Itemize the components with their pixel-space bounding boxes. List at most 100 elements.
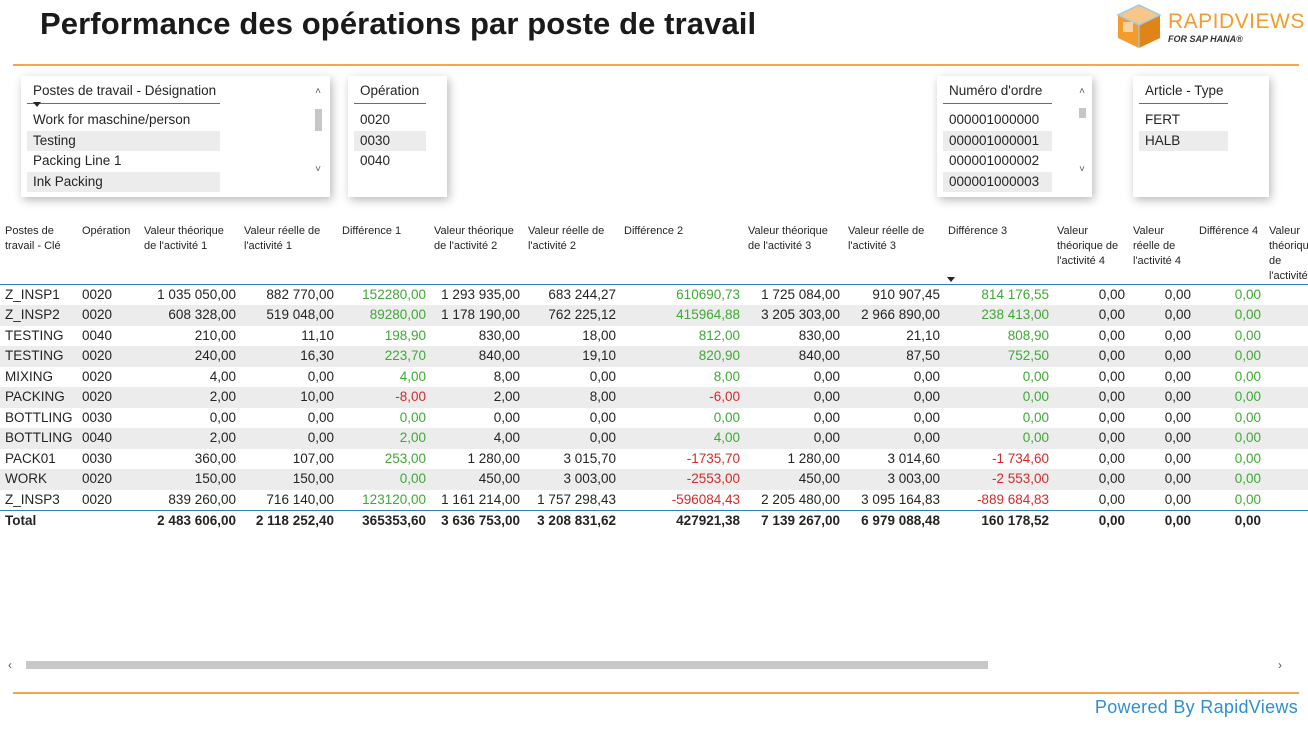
table-row[interactable]: TESTING 0020 240,00 16,30 223,70 840,00 19,10 8…	[0, 346, 1308, 367]
slicer-order-item[interactable]: 000001000001	[943, 131, 1052, 151]
table-cell: 839 260,00	[139, 489, 239, 511]
table-cell: 0,00	[1194, 346, 1264, 367]
vertical-scrollbar-thumb[interactable]	[1079, 108, 1086, 118]
table-row[interactable]: Z_INSP3 0020 839 260,00 716 140,00 123120,00…	[0, 489, 1308, 511]
table-cell: -2553,00	[619, 469, 743, 490]
table-cell: 0020	[77, 346, 139, 367]
table-cell: 210,00	[194, 327, 236, 343]
table-cell: 198,90	[384, 327, 426, 343]
table-cell: 0,00	[1098, 368, 1125, 384]
table-cell: 0,00	[1052, 305, 1128, 326]
column-header[interactable]: Valeur théorique de l'activité 1	[139, 218, 239, 285]
table-cell: 0,00	[589, 409, 616, 425]
table-cell: 4,00	[429, 428, 523, 449]
table-cell: 223,70	[337, 346, 429, 367]
slicer-operation[interactable]: Opération 0020 0030 0040	[348, 76, 447, 197]
scroll-left-icon[interactable]: ‹	[8, 658, 12, 672]
table-row[interactable]: PACK01 0030 360,00 107,00 253,00 1 280,00 3 01…	[0, 449, 1308, 470]
column-header[interactable]: Différence 1	[337, 218, 429, 285]
horizontal-scrollbar-thumb[interactable]	[26, 661, 988, 669]
column-header[interactable]: Valeur théorique de l'activité 2	[429, 218, 523, 285]
table-cell: 519 048,00	[239, 305, 337, 326]
column-header[interactable]: Postes de travail - Clé	[0, 218, 77, 285]
table-cell	[77, 510, 139, 531]
column-header[interactable]: Valeur réelle de l'activité 2	[523, 218, 619, 285]
table-cell: MIXING	[5, 368, 54, 384]
table-cell: 18,00	[582, 327, 616, 343]
scroll-up-icon[interactable]: ˄	[1079, 86, 1085, 97]
table-cell: WORK	[0, 469, 77, 490]
page-title: Performance des opérations par poste de …	[40, 6, 757, 41]
table-cell: 1 035 050,00	[157, 287, 236, 302]
column-header[interactable]: Valeur réelle de l'activité 3	[843, 218, 943, 285]
table-cell: Z_INSP3	[0, 489, 77, 511]
scroll-up-icon[interactable]: ˄	[315, 86, 321, 97]
column-header[interactable]: Valeur théorique de l'activité 4	[1052, 218, 1128, 285]
slicer-workcenter-item[interactable]: Packing Line 1	[33, 153, 122, 168]
slicer-article-item[interactable]: HALB	[1139, 131, 1228, 151]
table-cell: -1735,70	[686, 450, 740, 466]
slicer-workcenter-item[interactable]: Testing	[27, 131, 220, 151]
horizontal-scrollbar[interactable]: ‹ ›	[0, 658, 1308, 672]
scroll-down-icon[interactable]: ˅	[315, 164, 321, 175]
table-cell: 4,00	[619, 428, 743, 449]
table-cell: 0,00	[1128, 489, 1194, 511]
slicer-workcenter-item[interactable]: Work for maschine/person	[33, 112, 191, 127]
vertical-scrollbar-thumb[interactable]	[315, 109, 322, 131]
table-row[interactable]: Z_INSP2 0020 608 328,00 519 048,00 89280,00 1…	[0, 305, 1308, 326]
table-cell: 0,00	[913, 409, 940, 425]
table-cell: 0,00	[743, 428, 843, 449]
sort-down-icon[interactable]	[33, 102, 41, 107]
slicer-operation-item[interactable]: 0030	[354, 131, 426, 151]
table-cell: 0,00	[1164, 327, 1191, 343]
scroll-down-icon[interactable]: ˅	[1079, 164, 1085, 175]
slicer-order-title: Numéro d'ordre	[943, 83, 1052, 104]
table-cell: 8,00	[713, 368, 740, 384]
slicer-order-item[interactable]: 000001000003	[943, 172, 1052, 192]
table-row[interactable]: PACKING 0020 2,00 10,00 -8,00 2,00 8,00 -6,00 0,…	[0, 387, 1308, 408]
column-header[interactable]: Valeur réelle de l'activité 1	[239, 218, 337, 285]
column-header[interactable]: Différence 2	[619, 218, 743, 285]
table-row[interactable]: BOTTLING 0040 2,00 0,00 2,00 4,00 0,00 4,00 0,00…	[0, 428, 1308, 449]
column-header[interactable]: Valeur réelle de l'activité 4	[1128, 218, 1194, 285]
table-cell: 152280,00	[362, 287, 426, 302]
table-cell: 1 280,00	[467, 450, 520, 466]
slicer-order-number[interactable]: Numéro d'ordre 000001000000 000001000001…	[937, 76, 1092, 197]
table-cell: 0040	[77, 428, 139, 449]
table-cell: Z_INSP2	[0, 305, 77, 326]
table-row[interactable]: MIXING 0020 4,00 0,00 4,00 8,00 0,00 8,00 0,00 0,…	[0, 367, 1308, 388]
column-header[interactable]: Différence 4	[1194, 218, 1264, 285]
table-cell: PACKING	[0, 387, 77, 408]
column-header[interactable]: Valeur théorique de l'activité	[1264, 218, 1308, 285]
column-header[interactable]: Opération	[77, 218, 139, 285]
table-row[interactable]: Z_INSP1 0020 1 035 050,00 882 770,00 152280,…	[0, 285, 1308, 306]
table-cell: 3 095 164,83	[843, 489, 943, 511]
table-cell: 0040	[82, 327, 113, 343]
column-header[interactable]: Différence 3	[943, 218, 1052, 285]
table-total-row[interactable]: Total 2 483 606,00 2 118 252,40 365353,60 3 …	[0, 510, 1308, 531]
performance-table[interactable]: Postes de travail - Clé Opération Valeur t…	[0, 218, 1308, 658]
table-cell: 0,00	[399, 409, 426, 425]
table-cell: -6,00	[619, 387, 743, 408]
table-cell: 910 907,45	[872, 287, 940, 302]
slicer-workcenter[interactable]: Postes de travail - Désignation Work for…	[21, 76, 330, 197]
table-cell: 0,00	[1098, 327, 1125, 343]
slicer-operation-item[interactable]: 0040	[360, 153, 391, 168]
column-header[interactable]: Valeur théorique de l'activité 3	[743, 218, 843, 285]
slicer-workcenter-item[interactable]: Ink Packing	[27, 172, 220, 192]
scroll-right-icon[interactable]: ›	[1278, 658, 1282, 672]
sort-descending-icon[interactable]	[947, 277, 955, 282]
slicer-operation-item[interactable]: 0020	[360, 112, 391, 127]
slicer-order-item[interactable]: 000001000000	[949, 112, 1040, 127]
table-cell: 2,00	[139, 428, 239, 449]
slicer-article-type[interactable]: Article - Type FERT HALB	[1133, 76, 1269, 197]
slicer-article-item[interactable]: FERT	[1145, 112, 1181, 127]
table-row[interactable]: TESTING 0040 210,00 11,10 198,90 830,00 18,00 8…	[0, 326, 1308, 347]
table-row[interactable]: WORK 0020 150,00 150,00 0,00 450,00 3 003,00 -2…	[0, 469, 1308, 490]
table-cell: 19,10	[523, 346, 619, 367]
table-cell: 0,00	[913, 368, 940, 384]
table-cell	[1264, 428, 1308, 449]
slicer-order-item[interactable]: 000001000002	[949, 153, 1040, 168]
table-cell: 0,00	[1194, 489, 1264, 511]
table-row[interactable]: BOTTLING 0030 0,00 0,00 0,00 0,00 0,00 0,00 0,00…	[0, 408, 1308, 429]
